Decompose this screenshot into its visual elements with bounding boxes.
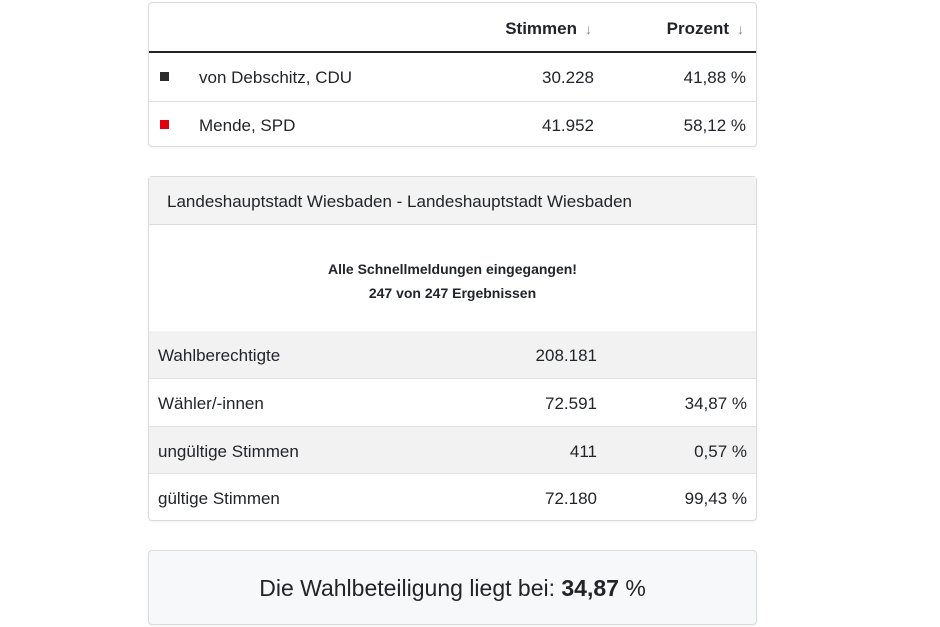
stat-percent: 99,43 % <box>684 489 747 508</box>
reporting-count-line: 247 von 247 Ergebnissen <box>368 285 537 301</box>
reporting-status: Alle Schnellmeldungen eingegangen! 247 v… <box>149 257 756 305</box>
stat-row-eligible-voters: Wahlberechtigte 208.181 <box>149 331 756 378</box>
turnout-value: 34,87 <box>561 575 619 601</box>
candidate-votes: 41.952 <box>542 116 594 135</box>
candidate-name: Mende, SPD <box>199 116 296 135</box>
stat-percent: 34,87 % <box>684 394 747 413</box>
sort-by-percent-header[interactable]: Prozent ↓ <box>667 19 744 39</box>
party-color-swatch <box>160 120 169 129</box>
percent-header-label: Prozent <box>666 19 729 38</box>
turnout-card: Die Wahlbeteiligung liegt bei: 34,87 % <box>148 550 757 625</box>
stat-label: Wähler/-innen <box>158 394 264 413</box>
candidate-percent: 41,88 % <box>683 68 746 87</box>
stat-row-voters: Wähler/-innen 72.591 34,87 % <box>149 378 756 426</box>
candidate-votes: 30.228 <box>542 68 594 87</box>
summary-card-header: Landeshauptstadt Wiesbaden - Landeshaupt… <box>149 177 756 225</box>
candidate-name: von Debschitz, CDU <box>199 68 353 87</box>
stat-row-invalid-votes: ungültige Stimmen 411 0,57 % <box>149 426 756 474</box>
turnout-prefix: Die Wahlbeteiligung liegt bei: <box>259 575 562 601</box>
stat-percent: 0,57 % <box>694 442 747 461</box>
results-table: Stimmen ↓ Prozent ↓ von Debschitz, CDU 30.… <box>148 2 757 147</box>
stat-label: Wahlberechtigte <box>158 346 281 365</box>
candidate-percent: 58,12 % <box>683 116 746 135</box>
stat-value: 72.180 <box>545 489 597 508</box>
sort-by-votes-header[interactable]: Stimmen ↓ <box>505 19 592 39</box>
table-row: Mende, SPD 41.952 58,12 % <box>149 101 756 149</box>
stat-value: 208.181 <box>535 346 597 365</box>
reporting-status-line: Alle Schnellmeldungen eingegangen! <box>328 261 577 277</box>
sort-arrow-down-icon: ↓ <box>737 21 744 37</box>
summary-card: Landeshauptstadt Wiesbaden - Landeshaupt… <box>148 176 757 521</box>
stat-value: 72.591 <box>545 394 597 413</box>
sort-arrow-down-icon: ↓ <box>585 21 592 37</box>
table-row: von Debschitz, CDU 30.228 41,88 % <box>149 53 756 102</box>
stat-label: ungültige Stimmen <box>158 442 299 461</box>
stat-value: 411 <box>569 442 597 461</box>
stat-label: gültige Stimmen <box>158 489 280 508</box>
stat-row-valid-votes: gültige Stimmen 72.180 99,43 % <box>149 473 756 521</box>
results-table-header: Stimmen ↓ Prozent ↓ <box>149 3 756 53</box>
votes-header-label: Stimmen <box>505 19 577 38</box>
turnout-statement: Die Wahlbeteiligung liegt bei: 34,87 % <box>149 575 756 602</box>
summary-title: Landeshauptstadt Wiesbaden - Landeshaupt… <box>167 192 632 211</box>
turnout-suffix: % <box>618 575 646 601</box>
party-color-swatch <box>160 72 169 81</box>
